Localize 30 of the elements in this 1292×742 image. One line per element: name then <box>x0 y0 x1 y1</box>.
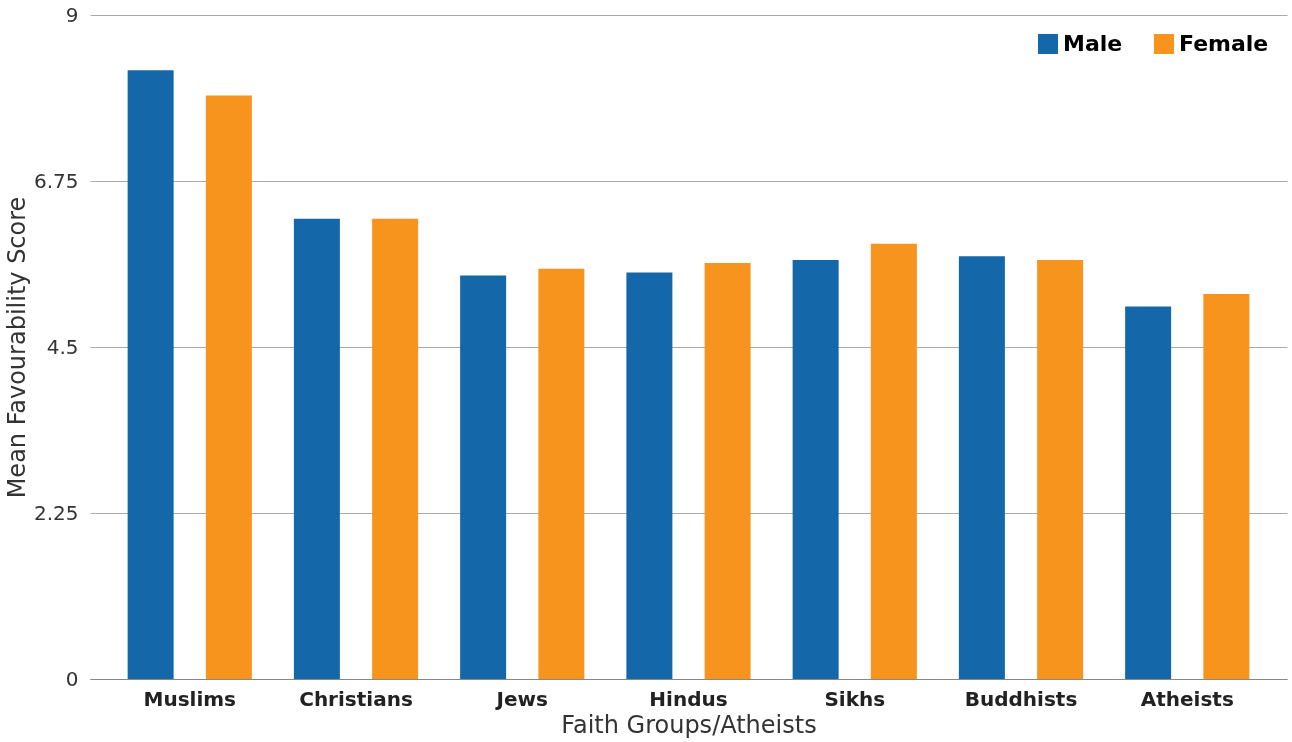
legend-label: Female <box>1179 31 1269 56</box>
y-tick-label: 9 <box>65 2 79 27</box>
bar <box>958 256 1005 679</box>
bar <box>538 268 585 679</box>
bar <box>704 262 751 679</box>
bar <box>626 272 673 679</box>
bar <box>372 218 419 679</box>
x-tick-label: Buddhists <box>964 686 1078 711</box>
x-tick-label: Atheists <box>1140 686 1234 711</box>
bar <box>293 218 340 679</box>
bar <box>1125 306 1172 679</box>
x-tick-label: Muslims <box>143 686 236 711</box>
x-tick-label: Christians <box>299 686 413 711</box>
bar <box>1037 259 1084 679</box>
y-tick-label: 2.25 <box>33 500 79 525</box>
bar <box>460 275 507 679</box>
x-axis-title: Faith Groups/Atheists <box>561 710 817 739</box>
x-tick-label: Hindus <box>649 686 728 711</box>
y-tick-label: 4.5 <box>46 334 79 359</box>
bar <box>205 95 252 679</box>
y-tick-label: 0 <box>65 666 79 691</box>
bar <box>1203 293 1250 679</box>
bar <box>870 243 917 679</box>
legend-label: Male <box>1063 31 1123 56</box>
x-tick-label: Sikhs <box>824 686 886 711</box>
y-tick-label: 6.75 <box>33 168 79 193</box>
x-tick-label: Jews <box>494 686 548 711</box>
y-axis-title: Mean Favourability Score <box>2 196 31 499</box>
bar <box>127 70 174 679</box>
bar <box>792 259 839 679</box>
